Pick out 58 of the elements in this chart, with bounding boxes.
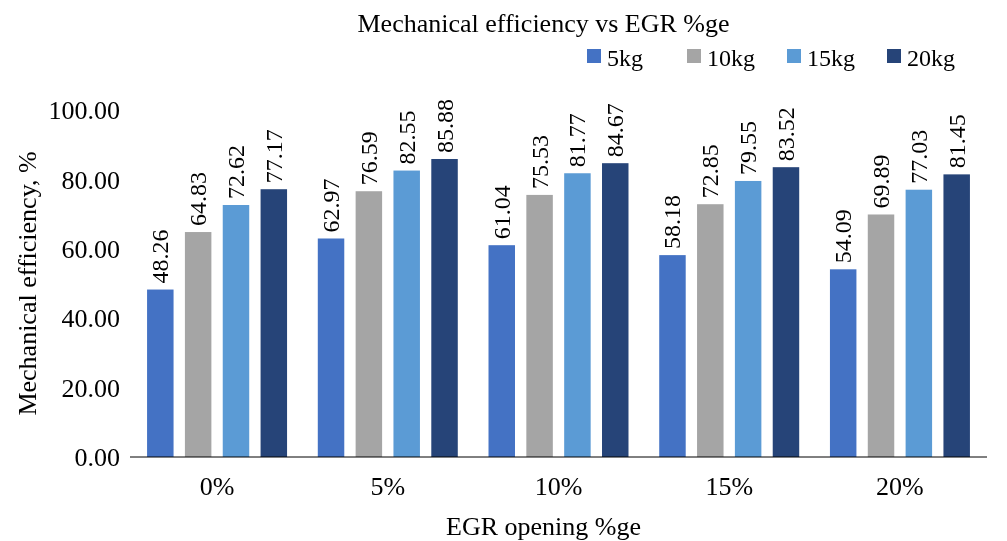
legend-label: 15kg	[807, 45, 855, 72]
x-tick-label: 10%	[534, 472, 583, 501]
data-label: 54.09	[830, 209, 857, 264]
bar	[829, 269, 857, 457]
data-label: 64.83	[185, 172, 212, 227]
bar	[184, 232, 212, 457]
y-tick-label: 80.00	[61, 165, 120, 195]
data-label: 72.62	[222, 145, 249, 200]
bar	[602, 163, 629, 457]
data-label: 81.45	[943, 114, 970, 169]
data-label: 76.59	[355, 131, 382, 186]
x-tick-label: 0%	[199, 472, 235, 501]
bar	[260, 189, 288, 457]
x-tick-label: 20%	[876, 472, 924, 501]
bar	[431, 159, 458, 457]
bar	[697, 204, 724, 457]
data-label: 61.04	[488, 185, 515, 240]
bar	[564, 173, 591, 457]
data-label: 77.03	[905, 129, 932, 184]
data-label: 84.67	[602, 103, 629, 158]
x-tick-label: 5%	[370, 472, 406, 501]
data-label: 69.89	[868, 154, 895, 209]
y-axis-title: Mechanical efficiency, %	[13, 151, 42, 416]
bar	[943, 174, 970, 457]
data-label: 77.17	[260, 129, 287, 184]
data-label: 79.55	[735, 120, 762, 175]
bar	[355, 191, 383, 457]
legend-label: 10kg	[707, 45, 755, 72]
bar	[393, 170, 420, 457]
bar	[772, 167, 800, 457]
data-label: 62.97	[318, 178, 345, 233]
bar	[147, 289, 174, 457]
x-tick-label: 15%	[705, 472, 754, 501]
y-tick-label: 60.00	[61, 234, 120, 264]
legend-label: 5kg	[607, 45, 643, 72]
bar	[905, 189, 933, 457]
data-label: 48.26	[147, 229, 174, 284]
data-label: 58.18	[659, 195, 686, 250]
x-axis-title: EGR opening %ge	[446, 512, 641, 541]
bar	[488, 245, 515, 457]
y-tick-label: 0.00	[74, 443, 120, 473]
y-tick-label: 40.00	[61, 304, 120, 334]
y-tick-label: 20.00	[61, 373, 120, 403]
data-label: 72.85	[697, 144, 724, 199]
bar	[317, 238, 345, 457]
legend-label: 20kg	[907, 45, 955, 72]
bar	[867, 214, 895, 457]
bar	[659, 255, 686, 457]
bar	[734, 180, 762, 457]
data-label: 83.52	[772, 107, 799, 162]
y-tick-label: 100.00	[48, 96, 120, 126]
bar	[526, 194, 553, 457]
data-label: 81.77	[564, 113, 591, 168]
data-label: 85.88	[431, 99, 458, 153]
chart-title: Mechanical efficiency vs EGR %ge	[357, 9, 730, 38]
data-label: 82.55	[393, 110, 420, 165]
bar	[222, 205, 250, 457]
data-label: 75.53	[526, 134, 553, 189]
